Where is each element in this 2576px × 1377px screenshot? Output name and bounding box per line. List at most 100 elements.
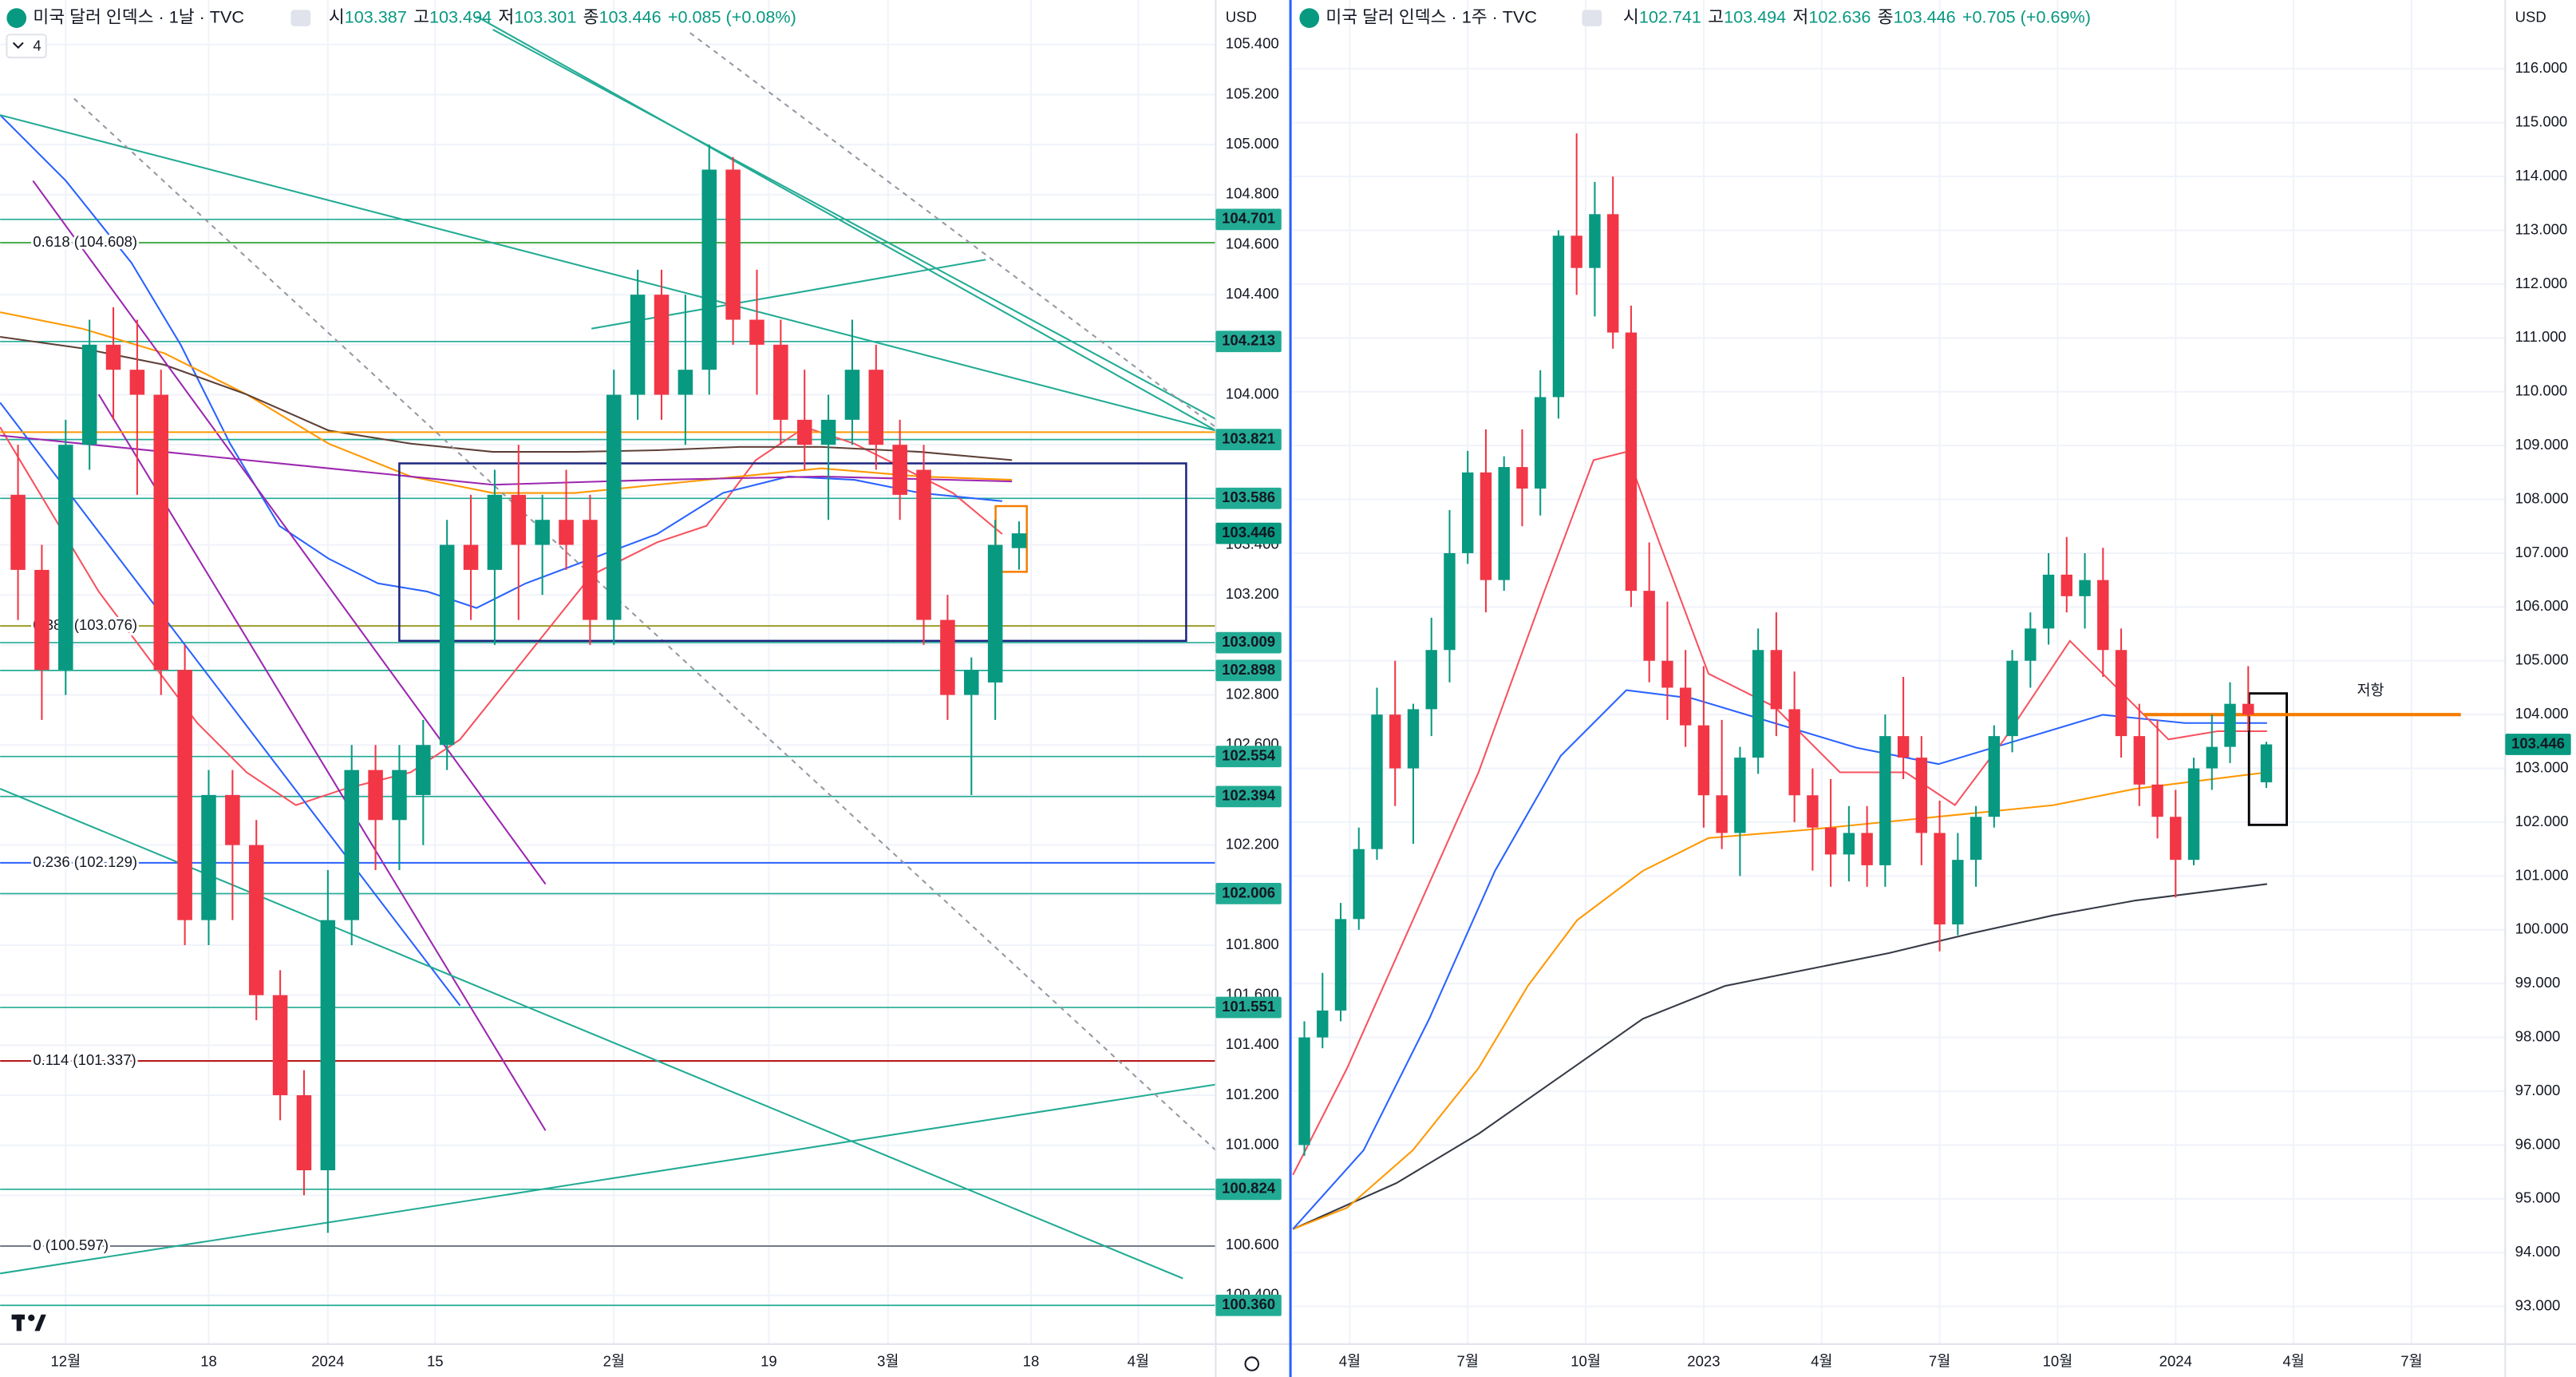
- candle-body: [129, 370, 145, 395]
- data-layer: 0.618 (104.608)0.382 (103.076)0.236 (102…: [10, 133, 2461, 1256]
- ohlc-label: 종: [583, 6, 599, 26]
- moving-average: [0, 335, 1013, 461]
- level-label: 101.551: [1222, 998, 1275, 1015]
- candle-body: [81, 344, 97, 445]
- candle-body: [868, 370, 884, 445]
- candle-body: [559, 520, 574, 545]
- candle-body: [1625, 332, 1638, 592]
- y-tick-label: 102.800: [1226, 685, 1279, 702]
- candle-body: [773, 344, 788, 420]
- ohlc-label: 저: [1792, 6, 1808, 26]
- candle-body: [2187, 768, 2200, 861]
- candle-body: [1843, 833, 1855, 855]
- moving-average: [1292, 771, 2267, 1230]
- logo-part: [34, 1314, 46, 1331]
- candle-body: [1498, 467, 1510, 580]
- candle-body: [153, 394, 169, 671]
- candle-body: [368, 770, 383, 821]
- candle-body: [225, 794, 240, 845]
- candle-body: [1589, 214, 1601, 268]
- y-tick-label: 108.000: [2515, 489, 2569, 506]
- y-tick-label: 99.000: [2515, 974, 2561, 991]
- y-tick-label: 103.200: [1226, 585, 1279, 602]
- level-label-box: [1215, 208, 1282, 231]
- y-tick-label: 94.000: [2515, 1243, 2561, 1260]
- x-tick-label: 3월: [877, 1352, 899, 1369]
- level-label-box: [1215, 1178, 1282, 1201]
- candle-body: [583, 520, 598, 620]
- trend-line: [73, 97, 1217, 1151]
- level-label: 103.821: [1222, 430, 1275, 447]
- candle-body: [1970, 817, 1982, 861]
- settings-icon[interactable]: [1244, 1356, 1259, 1371]
- candle-body: [606, 394, 622, 620]
- change-value: +0.085 (+0.08%): [668, 6, 796, 26]
- moving-average: [0, 311, 1013, 494]
- level-label-box: [1215, 746, 1282, 768]
- ohlc-value: 102.636: [1808, 6, 1871, 26]
- trend-line: [32, 180, 547, 885]
- visibility-icon[interactable]: [290, 10, 311, 26]
- candle-body: [796, 419, 812, 445]
- ohlc-value: 103.446: [599, 6, 661, 26]
- level-label: 102.394: [1222, 787, 1276, 804]
- y-tick-label: 113.000: [2515, 220, 2568, 237]
- candle-body: [1734, 758, 1746, 833]
- ohlc-value: 103.494: [1724, 6, 1786, 26]
- level-label-box: [1215, 883, 1282, 904]
- indicator-toggle[interactable]: [6, 34, 47, 59]
- y-tick-label: 96.000: [2515, 1135, 2561, 1152]
- level-label-box: [1215, 330, 1282, 353]
- level-label: 102.554: [1222, 747, 1276, 764]
- ohlc-label: 시: [1623, 6, 1639, 26]
- level-label-box: [1215, 487, 1282, 509]
- candle-body: [987, 544, 1003, 683]
- candle-body: [487, 494, 503, 570]
- candle-body: [1897, 736, 1910, 758]
- y-tick-label: 104.000: [2515, 705, 2569, 722]
- x-tick-label: 4월: [1811, 1352, 1832, 1369]
- indicator-count: 4: [33, 38, 41, 54]
- ohlc-value: 102.741: [1639, 6, 1701, 26]
- y-tick-label: 114.000: [2515, 167, 2568, 184]
- y-tick-label: 106.000: [2515, 597, 2569, 614]
- level-label: 104.701: [1222, 210, 1275, 227]
- candle-body: [940, 619, 955, 695]
- trend-line: [476, 15, 1216, 432]
- y-tick-label: 103.000: [2515, 758, 2569, 775]
- candle-body: [2006, 660, 2018, 737]
- symbol-icon[interactable]: [6, 8, 27, 28]
- level-label: 103.586: [1222, 489, 1275, 505]
- candle-body: [2242, 703, 2254, 715]
- candle-body: [1298, 1037, 1310, 1146]
- candle-body: [1353, 849, 1365, 920]
- candle-body: [1934, 833, 1946, 925]
- symbol-icon[interactable]: [1299, 8, 1320, 28]
- ohlc-value: 103.446: [1894, 6, 1956, 26]
- visibility-icon[interactable]: [1582, 10, 1602, 26]
- candle-body: [58, 445, 73, 671]
- logo-part: [28, 1314, 35, 1322]
- logo: [11, 1314, 46, 1331]
- candle-body: [1915, 758, 1928, 833]
- moving-average: [1292, 689, 2267, 1230]
- fib-label: 0.236 (102.129): [33, 853, 137, 870]
- level-label-box: [1215, 659, 1282, 682]
- candle-body: [2025, 628, 2037, 661]
- candle-body: [2115, 650, 2128, 737]
- price-label-box: [2505, 734, 2571, 755]
- candle-body: [511, 494, 527, 545]
- candle-body: [272, 995, 288, 1096]
- chart-title: 미국 달러 인덱스 · 1주 · TVC: [1326, 6, 1537, 26]
- candle-body: [177, 670, 192, 920]
- candle-body: [630, 295, 646, 395]
- x-tick-label: 4월: [1339, 1352, 1361, 1369]
- y-tick-label: 104.600: [1226, 235, 1279, 251]
- y-tick-label: 100.000: [2515, 920, 2569, 937]
- y-tick-label: 105.000: [2515, 651, 2569, 668]
- candle-body: [1807, 795, 1819, 828]
- y-tick-label: 105.400: [1226, 35, 1279, 52]
- x-tick-label: 10월: [1570, 1352, 1601, 1369]
- candle-body: [463, 544, 479, 570]
